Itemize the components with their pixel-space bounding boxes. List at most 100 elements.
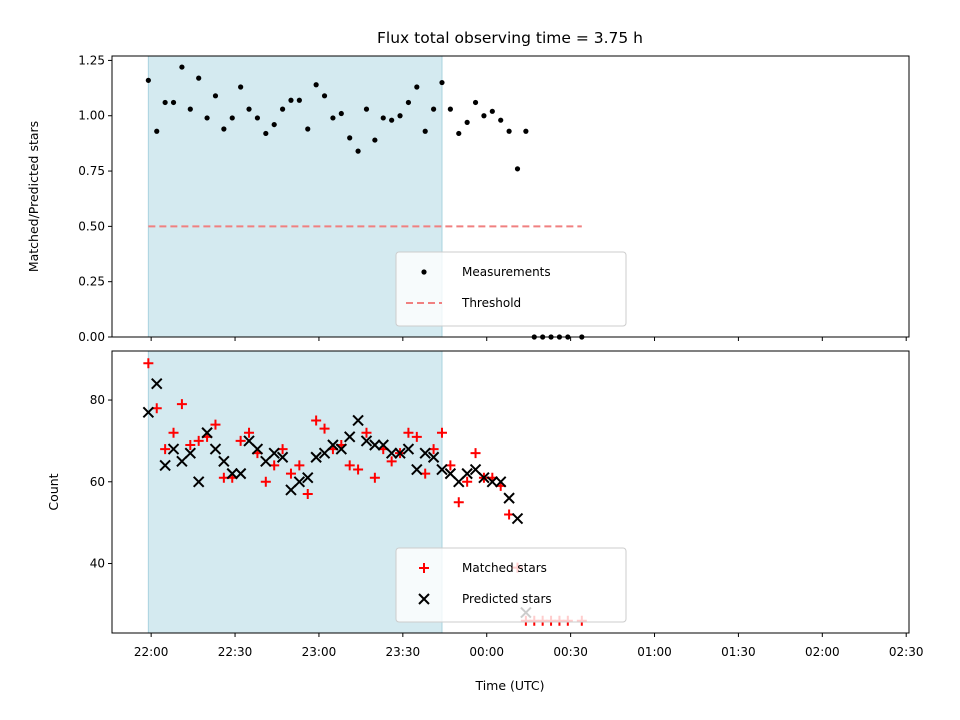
matched-star-point <box>294 460 305 471</box>
measurement-point <box>347 135 353 141</box>
measurement-point <box>196 75 202 81</box>
predicted-star-point <box>369 439 381 451</box>
measurement-point <box>506 128 512 134</box>
matched-star-point <box>462 476 473 487</box>
predicted-star-point <box>486 476 499 488</box>
matched-star-point <box>168 427 179 438</box>
measurement-point <box>170 99 177 106</box>
predicted-star-point <box>360 435 373 447</box>
y-tick-label: 0.00 <box>78 330 105 344</box>
legend: Matched stars Predicted stars <box>395 547 627 623</box>
measurement-point <box>330 115 336 121</box>
count-panel: 40 60 80 22:00 22:30 23:00 23:30 00:00 00:30 01:0… <box>46 350 924 659</box>
x-tick-label: 02:00 <box>805 645 840 659</box>
y-axis-label: Matched/Predicted stars <box>26 121 41 272</box>
matched-star-point <box>260 476 271 487</box>
matched-star-point <box>411 431 422 442</box>
measurement-point <box>447 106 453 112</box>
measurement-point <box>263 130 269 137</box>
measurement-point <box>221 126 227 132</box>
measurement-point <box>514 166 521 172</box>
predicted-star-point <box>302 471 314 484</box>
matched-star-point <box>361 427 372 438</box>
legend-label: Measurements <box>462 265 551 279</box>
measurement-point <box>338 110 344 117</box>
observing-window <box>147 55 443 338</box>
measurement-point <box>246 106 252 112</box>
legend-dot-marker <box>421 269 427 275</box>
predicted-star-point <box>478 471 490 484</box>
matched-star-point <box>160 444 171 455</box>
x-tick-label: 23:00 <box>302 645 337 659</box>
matched-star-point <box>319 423 330 434</box>
matched-star-point <box>244 427 255 438</box>
measurement-point <box>212 93 219 99</box>
measurement-point <box>229 115 235 121</box>
measurement-point <box>481 113 487 119</box>
x-axis-label: Time (UTC) <box>474 678 544 693</box>
series-predicted-stars <box>142 377 532 619</box>
x-tick-label: 22:00 <box>134 645 169 659</box>
matched-star-point <box>453 497 464 508</box>
measurement-point <box>254 115 261 121</box>
matched-star-point <box>302 489 313 500</box>
predicted-star-point <box>461 467 473 480</box>
predicted-star-point <box>411 463 423 476</box>
measurement-point <box>372 137 378 143</box>
y-tick-label: 60 <box>90 475 105 489</box>
x-tick-label: 02:30 <box>889 645 924 659</box>
matched-star-point <box>386 456 397 467</box>
measurement-point <box>363 106 370 112</box>
matched-star-point <box>403 427 414 438</box>
legend: Measurements Threshold <box>395 251 627 327</box>
predicted-star-point <box>335 443 348 455</box>
predicted-star-point <box>419 447 431 459</box>
matched-star-point <box>185 440 196 450</box>
y-tick-label: 0.75 <box>78 164 105 178</box>
predicted-star-point <box>218 455 230 468</box>
measurement-point <box>472 99 479 106</box>
measurement-point <box>313 82 319 88</box>
predicted-star-point <box>159 459 171 472</box>
measurement-point <box>405 99 412 106</box>
matched-star-point <box>285 468 296 479</box>
x-tick-label: 00:00 <box>469 645 504 659</box>
y-tick-label: 1.00 <box>78 109 105 123</box>
measurement-point <box>430 106 437 112</box>
legend-box <box>395 251 627 327</box>
predicted-star-point <box>293 476 306 488</box>
measurement-point <box>204 115 210 121</box>
ratio-panel: 0.00 0.25 0.50 0.75 1.00 1.25 Matched/Predicte… <box>26 53 910 344</box>
y-tick-label: 0.50 <box>78 219 105 233</box>
chart-title: Flux total observing time = 3.75 h <box>377 29 643 47</box>
measurement-point <box>162 99 168 106</box>
matched-star-point <box>344 460 355 471</box>
legend-label: Matched stars <box>462 561 547 575</box>
measurement-point <box>179 64 185 70</box>
predicted-star-point <box>151 377 163 390</box>
predicted-star-point <box>495 476 507 488</box>
measurement-point <box>321 93 328 99</box>
predicted-star-point <box>251 443 264 455</box>
legend-x-marker <box>418 593 430 605</box>
predicted-star-point <box>503 492 515 504</box>
measurement-point <box>523 128 529 134</box>
y-tick-label: 80 <box>90 393 105 407</box>
predicted-star-point <box>167 443 180 455</box>
predicted-star-point <box>394 447 406 459</box>
y-tick-label: 1.25 <box>78 53 105 67</box>
x-tick-label: 23:30 <box>386 645 421 659</box>
plot-frame <box>111 55 910 338</box>
predicted-star-point <box>209 443 222 455</box>
measurement-point <box>305 126 311 132</box>
predicted-star-point <box>192 476 205 488</box>
predicted-star-point <box>402 443 415 455</box>
observing-window <box>147 350 443 634</box>
measurement-point <box>414 84 420 90</box>
predicted-star-point <box>276 451 289 463</box>
x-tick-label: 00:30 <box>553 645 588 659</box>
matched-star-point <box>193 435 204 446</box>
measurement-point <box>489 108 495 114</box>
measurement-point <box>439 79 445 86</box>
